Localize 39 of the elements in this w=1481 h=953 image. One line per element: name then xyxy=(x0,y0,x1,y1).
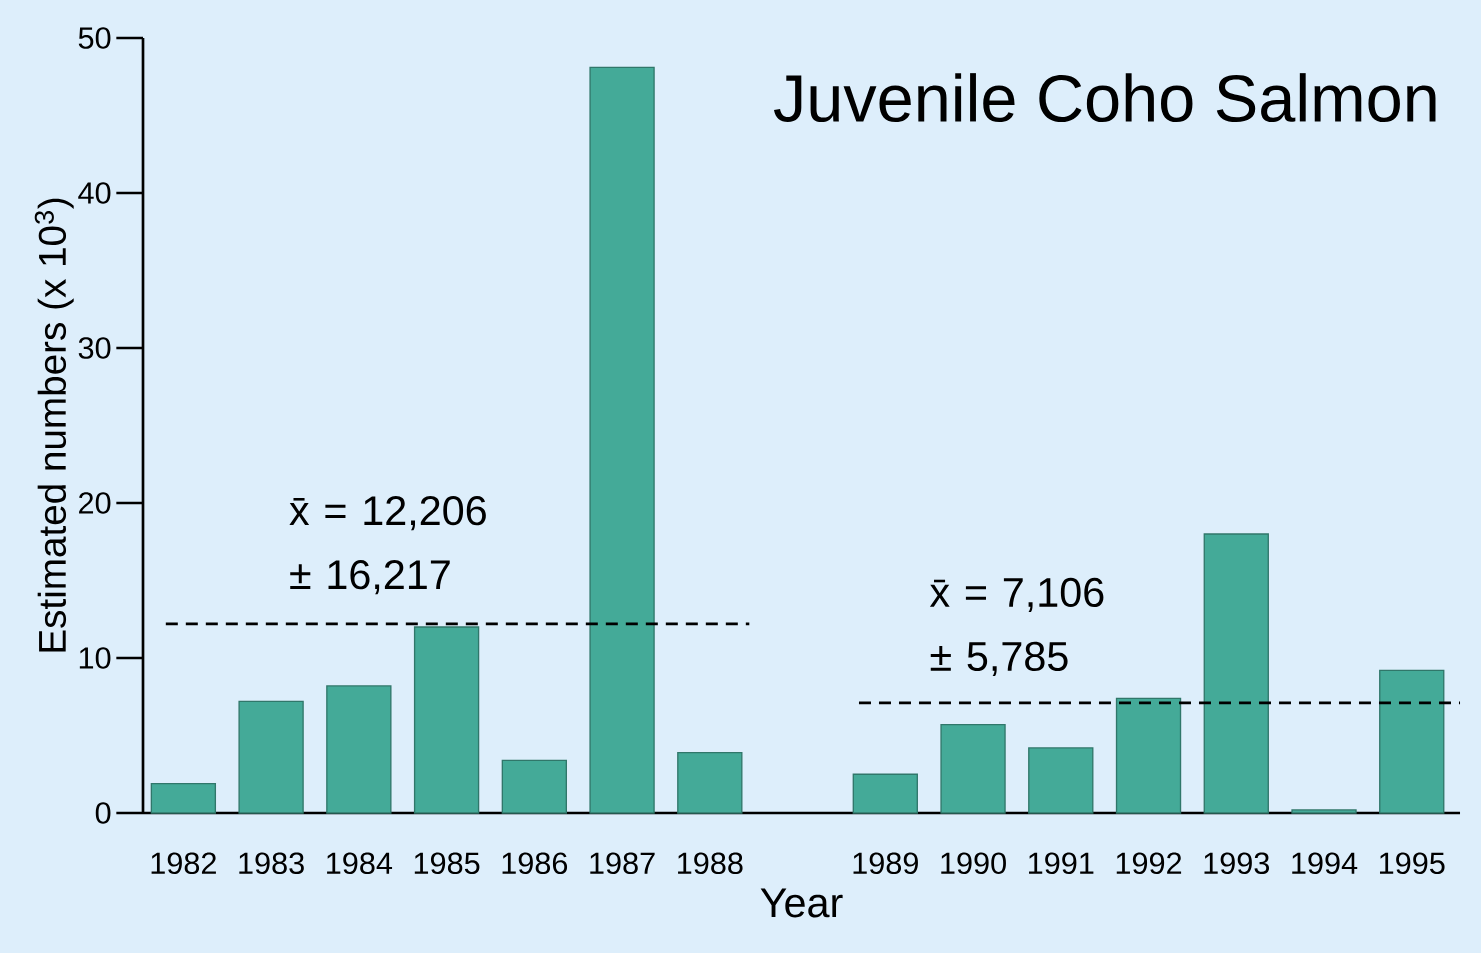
bar xyxy=(677,751,743,814)
y-tick-label: 50 xyxy=(78,27,111,49)
bar xyxy=(1028,747,1094,814)
bar xyxy=(501,759,567,814)
bar xyxy=(1115,697,1182,814)
x-tick-label: 1990 xyxy=(941,852,1006,875)
x-tick-label: 1989 xyxy=(853,852,918,875)
x-tick-label: 1982 xyxy=(151,852,216,875)
y-tick-label: 0 xyxy=(95,802,111,824)
ref-line-label: x̄ = 7,106 ± 5,785 xyxy=(929,577,1104,676)
x-axis-title: Year xyxy=(760,888,843,918)
bar xyxy=(589,66,655,814)
y-tick-label: 40 xyxy=(78,182,111,204)
x-tick-label: 1995 xyxy=(1379,852,1445,875)
bar xyxy=(326,685,392,814)
x-tick-label: 1985 xyxy=(414,852,480,875)
x-tick-label: 1991 xyxy=(1029,852,1094,875)
ref-line-label: x̄ = 12,206 ± 16,217 xyxy=(289,496,486,595)
x-tick-label: 1987 xyxy=(590,852,655,875)
bar xyxy=(150,782,217,814)
y-axis-title: Estimated numbers (x 10$^{3}$) xyxy=(34,198,74,652)
x-tick-label: 1984 xyxy=(327,852,393,875)
bar xyxy=(852,773,918,814)
chart-title: Juvenile Coho Salmon xyxy=(773,73,1436,123)
bar xyxy=(1291,809,1357,814)
bar xyxy=(940,723,1006,814)
y-tick-label: 30 xyxy=(78,337,111,359)
x-tick-label: 1988 xyxy=(678,852,743,875)
bar xyxy=(1203,533,1269,814)
bar xyxy=(238,700,304,814)
x-tick-label: 1993 xyxy=(1204,852,1270,875)
bar xyxy=(1379,669,1445,814)
x-tick-label: 1992 xyxy=(1116,852,1182,875)
y-tick-label: 20 xyxy=(79,492,111,514)
x-tick-label: 1994 xyxy=(1292,852,1358,875)
y-tick-label: 10 xyxy=(79,647,111,669)
x-tick-label: 1986 xyxy=(502,852,568,875)
x-tick-label: 1983 xyxy=(239,852,304,875)
bar xyxy=(413,626,480,814)
